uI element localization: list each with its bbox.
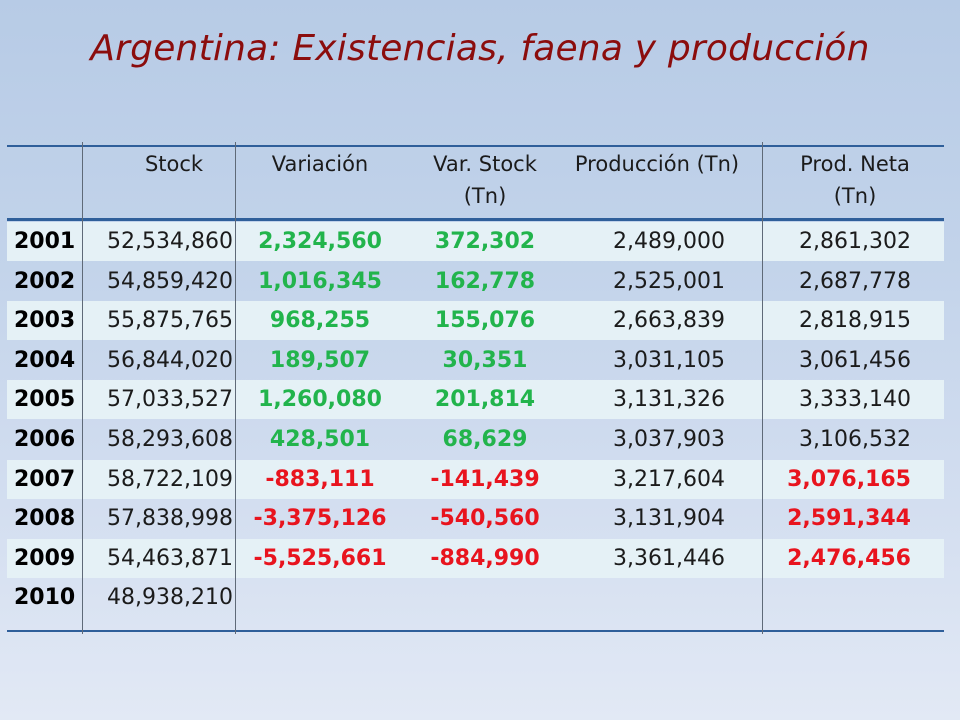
cell-var-stock: 155,076	[434, 308, 536, 334]
table-row: 2009 54,463,871 -5,525,661 -884,990 3,361,44…	[7, 538, 944, 578]
cell-stock: 52,534,860	[107, 229, 233, 254]
cell-prod-neta	[759, 578, 911, 617]
cell-variacion: 189,507	[269, 347, 371, 373]
cell-year: 2010	[14, 585, 76, 611]
cell-stock: 48,938,210	[107, 585, 233, 611]
cell-prod-neta: 2,476,456	[787, 545, 911, 571]
cell-var-stock: -540,560	[430, 506, 540, 532]
cell-prod-neta: 2,687,778	[799, 268, 911, 294]
table-row: 2001 52,534,860 2,324,560 372,302 2,489,000 2…	[7, 222, 944, 261]
cell-variacion	[235, 578, 405, 617]
cell-stock: 57,033,527	[107, 387, 233, 413]
cell-var-stock: 162,778	[434, 268, 536, 294]
cell-produccion: 2,525,001	[613, 268, 725, 294]
cell-year: 2003	[14, 308, 76, 334]
cell-produccion: 3,131,326	[613, 387, 725, 413]
data-table: Stock Variación Var. Stock (Tn) Producci…	[7, 142, 944, 634]
cell-produccion: 2,489,000	[613, 229, 725, 254]
cell-produccion	[567, 578, 725, 617]
cell-stock: 57,838,998	[107, 506, 233, 532]
table-row: 2002 54,859,420 1,016,345 162,778 2,525,001 2…	[7, 262, 944, 301]
cell-var-stock: 372,302	[434, 229, 536, 254]
cell-year: 2005	[14, 387, 76, 413]
cell-prod-neta: 2,861,302	[799, 229, 911, 254]
cell-prod-neta: 2,818,915	[799, 308, 911, 334]
cell-var-stock: -141,439	[430, 466, 540, 492]
cell-year: 2009	[14, 545, 76, 571]
cell-year: 2006	[14, 427, 76, 452]
cell-prod-neta: 2,591,344	[787, 506, 911, 532]
cell-produccion: 3,037,903	[613, 427, 725, 452]
header-prod-neta-line1: Prod. Neta	[800, 152, 910, 176]
header-var-stock-line1: Var. Stock	[433, 152, 537, 176]
cell-stock: 58,722,109	[107, 466, 233, 492]
cell-var-stock: 68,629	[442, 427, 528, 452]
col-divider-1	[82, 142, 83, 634]
table-row: 2006 58,293,608 428,501 68,629 3,037,903 3,10…	[7, 420, 944, 459]
cell-stock: 55,875,765	[107, 308, 233, 334]
cell-variacion: 1,260,080	[258, 387, 382, 413]
table-row: 2010 48,938,210	[7, 578, 944, 617]
cell-produccion: 2,663,839	[613, 308, 725, 334]
cell-produccion: 3,217,604	[613, 466, 725, 492]
table-row: 2007 58,722,109 -883,111 -141,439 3,217,604 3…	[7, 459, 944, 499]
cell-year: 2007	[14, 466, 76, 492]
cell-var-stock	[405, 578, 565, 617]
cell-produccion: 3,131,904	[613, 506, 725, 532]
cell-year: 2004	[14, 347, 76, 373]
table-row: 2008 57,838,998 -3,375,126 -540,560 3,131,90…	[7, 499, 944, 538]
cell-prod-neta: 3,106,532	[799, 427, 911, 452]
slide-title: Argentina: Existencias, faena y producci…	[90, 28, 870, 69]
cell-variacion: 2,324,560	[258, 229, 382, 254]
cell-prod-neta: 3,061,456	[799, 347, 911, 373]
header-variacion: Variación	[271, 152, 369, 176]
header-top-rule	[7, 145, 944, 147]
col-divider-3	[762, 142, 763, 634]
cell-year: 2001	[14, 229, 76, 254]
cell-year: 2008	[14, 506, 76, 532]
cell-prod-neta: 3,076,165	[787, 466, 911, 492]
cell-stock: 54,463,871	[107, 545, 233, 571]
header-var-stock-line2: (Tn)	[463, 184, 507, 208]
cell-var-stock: 201,814	[434, 387, 536, 413]
col-divider-2	[235, 142, 236, 634]
cell-year: 2002	[14, 268, 76, 294]
cell-var-stock: -884,990	[430, 545, 540, 571]
header-var-stock: Var. Stock (Tn)	[405, 148, 565, 212]
table-row: 2005 57,033,527 1,260,080 201,814 3,131,326 3…	[7, 380, 944, 420]
cell-stock: 56,844,020	[107, 347, 233, 373]
cell-variacion: -883,111	[265, 466, 375, 492]
cell-stock: 58,293,608	[107, 427, 233, 452]
header-stock: Stock	[144, 152, 204, 176]
cell-variacion: -5,525,661	[253, 545, 387, 571]
cell-var-stock: 30,351	[442, 347, 528, 373]
cell-produccion: 3,361,446	[613, 545, 725, 571]
table-row: 2004 56,844,020 189,507 30,351 3,031,105 3,06…	[7, 341, 944, 380]
table-row: 2003 55,875,765 968,255 155,076 2,663,839 2,8…	[7, 301, 944, 341]
cell-variacion: -3,375,126	[253, 506, 387, 532]
cell-stock: 54,859,420	[107, 268, 233, 294]
cell-produccion: 3,031,105	[613, 347, 725, 373]
header-prod-neta-line2: (Tn)	[833, 184, 877, 208]
header-prod-neta: Prod. Neta (Tn)	[775, 148, 935, 212]
cell-variacion: 968,255	[269, 308, 371, 334]
header-bottom-rule	[7, 218, 944, 221]
cell-variacion: 1,016,345	[258, 268, 382, 294]
cell-prod-neta: 3,333,140	[799, 387, 911, 413]
header-produccion: Producción (Tn)	[574, 152, 740, 176]
cell-variacion: 428,501	[269, 427, 371, 452]
table-bottom-rule	[7, 630, 944, 632]
